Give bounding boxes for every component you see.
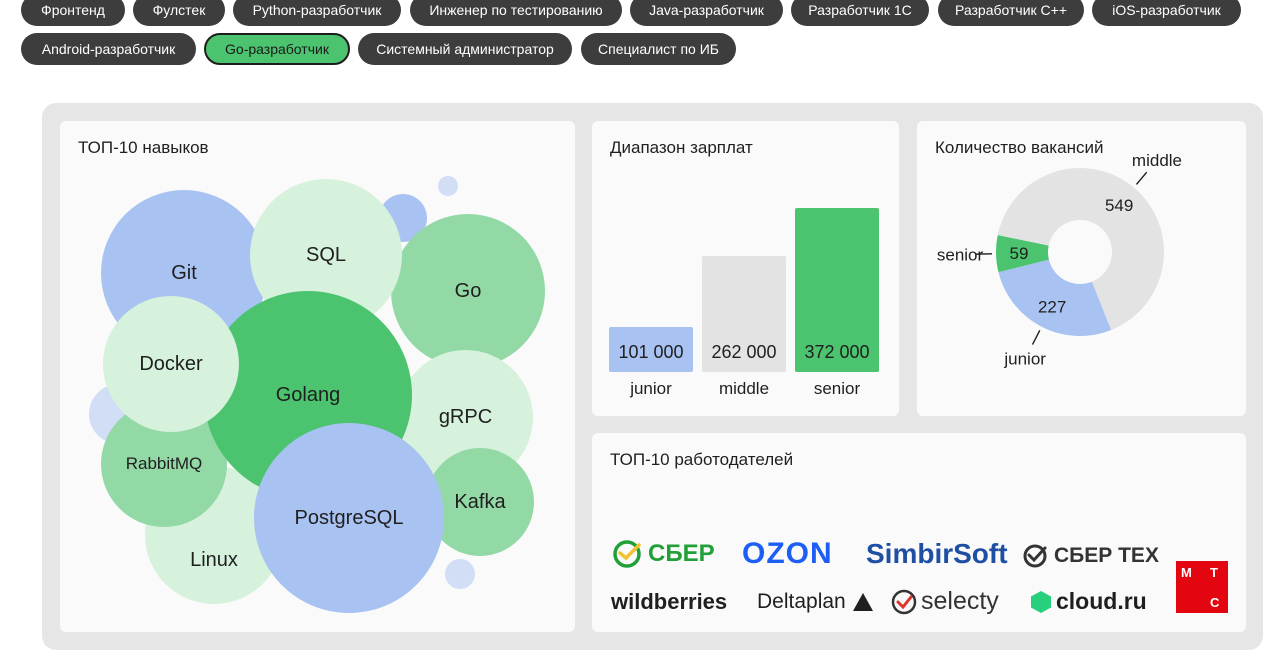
salary-category-label: middle xyxy=(718,379,770,398)
salary-card: Диапазон зарплат 101 000 junior 262 000 mid… xyxy=(592,121,899,416)
sbertech-check-icon xyxy=(1023,544,1047,568)
employers-title: ТОП-10 работодателей xyxy=(610,450,794,469)
vacancy-slice-junior xyxy=(998,259,1112,336)
salary-bar-senior xyxy=(795,208,879,372)
logo-cloudru: cloud.ru xyxy=(1030,588,1147,615)
vacancy-leader-line xyxy=(1031,329,1041,345)
cloudru-hex-icon xyxy=(1031,590,1051,613)
chip-infosec[interactable]: Специалист по ИБ xyxy=(581,33,736,65)
chip-go[interactable]: Go-разработчик xyxy=(204,33,350,65)
salary-value-label: 372 000 xyxy=(804,342,870,362)
skill-bubble-kafka: Kafka xyxy=(426,448,534,556)
decor-bubble xyxy=(445,559,475,589)
logo-text: СБЕР ТЕХ xyxy=(1054,544,1159,567)
salary-bar-chart: 101 000 junior 262 000 middle 372 000 senior xyxy=(592,121,899,416)
chip-android[interactable]: Android-разработчик xyxy=(21,33,196,65)
employers-card: ТОП-10 работодателей СБЕР OZON SimbirSof… xyxy=(592,433,1246,632)
logo-selecty: selecty xyxy=(890,587,999,616)
triangle-icon xyxy=(852,593,873,611)
chip-qa[interactable]: Инженер по тестированию xyxy=(410,0,622,26)
vacancies-donut-chart: 549 227 59 middle junior senior xyxy=(937,151,1182,369)
chip-sysadmin[interactable]: Системный администратор xyxy=(358,33,572,65)
vacancy-category-label: senior xyxy=(937,245,984,264)
skill-label: SQL xyxy=(305,243,347,266)
logo-text: selecty xyxy=(921,587,999,615)
vacancy-value-label: 59 xyxy=(1010,244,1029,263)
salary-bar-junior xyxy=(609,327,693,372)
logo-text: OZON xyxy=(742,537,833,570)
logo-text: cloud.ru xyxy=(1056,588,1147,614)
sber-check-icon xyxy=(613,540,641,568)
skill-bubble-docker: Docker xyxy=(103,296,239,432)
logo-text: wildberries xyxy=(611,589,728,614)
skill-label: Git xyxy=(171,261,197,284)
logo-sbertech: СБЕР ТЕХ xyxy=(1022,543,1159,569)
salary-category-label: junior xyxy=(630,379,672,398)
skill-label: Docker xyxy=(139,352,203,375)
chip-python[interactable]: Python-разработчик xyxy=(233,0,401,26)
dashboard-board: ТОП-10 навыков Git Go gRPC SQL Linux Rab… xyxy=(42,103,1263,650)
chip-fullstack[interactable]: Фулстек xyxy=(133,0,225,26)
skill-label: Kafka xyxy=(454,490,506,513)
vacancy-value-label: 549 xyxy=(1105,196,1133,215)
skill-label: RabbitMQ xyxy=(125,454,203,473)
skill-label: Go xyxy=(454,279,482,302)
skill-label: Linux xyxy=(190,548,238,571)
vacancies-card: Количество вакансий 549 227 59 middle junior… xyxy=(917,121,1246,416)
skill-bubble-postgresql: PostgreSQL xyxy=(254,423,444,613)
chip-1c[interactable]: Разработчик 1С xyxy=(791,0,929,26)
chip-java[interactable]: Java-разработчик xyxy=(630,0,783,26)
selecty-check-icon xyxy=(891,589,917,614)
skill-label: Golang xyxy=(275,383,341,406)
skill-label: gRPC xyxy=(438,406,493,428)
skills-bubble-chart: Git Go gRPC SQL Linux RabbitMQ Golang Do… xyxy=(60,121,575,632)
skills-card: ТОП-10 навыков Git Go gRPC SQL Linux Rab… xyxy=(60,121,575,632)
salary-value-label: 262 000 xyxy=(711,342,777,362)
logo-mts: М Т С xyxy=(1176,561,1228,613)
logo-text: SimbirSoft xyxy=(866,538,1008,569)
vacancy-value-label: 227 xyxy=(1038,297,1066,316)
logo-deltaplan: Deltaplan xyxy=(757,590,874,614)
logo-text: Т xyxy=(1210,565,1218,580)
vacancy-slice-middle xyxy=(997,168,1164,331)
logo-simbirsoft: SimbirSoft xyxy=(866,538,1008,570)
salary-value-label: 101 000 xyxy=(618,342,684,362)
vacancy-leader-line xyxy=(1135,171,1148,185)
logo-text: СБЕР xyxy=(648,540,715,567)
logo-text: М xyxy=(1181,565,1192,580)
skill-bubble-go: Go xyxy=(391,214,545,368)
chip-cpp[interactable]: Разработчик С++ xyxy=(938,0,1084,26)
skill-label: PostgreSQL xyxy=(294,506,404,529)
logo-text: Deltaplan xyxy=(757,590,846,613)
logo-sber: СБЕР xyxy=(612,539,715,569)
logo-ozon: OZON xyxy=(742,537,833,571)
logo-text: С xyxy=(1210,595,1220,610)
chip-frontend[interactable]: Фронтенд xyxy=(21,0,125,26)
chip-ios[interactable]: iOS-разработчик xyxy=(1092,0,1241,26)
vacancy-category-label: middle xyxy=(1132,151,1182,170)
skills-title: ТОП-10 навыков xyxy=(78,138,209,157)
salary-title: Диапазон зарплат xyxy=(610,138,753,157)
vacancy-category-label: junior xyxy=(1003,350,1046,369)
salary-category-label: senior xyxy=(813,379,861,398)
logo-wildberries: wildberries xyxy=(611,589,727,615)
salary-bar-middle xyxy=(702,256,786,372)
decor-bubble xyxy=(438,176,458,196)
vacancy-slice-senior xyxy=(996,235,1049,273)
vacancies-title: Количество вакансий xyxy=(935,138,1104,157)
